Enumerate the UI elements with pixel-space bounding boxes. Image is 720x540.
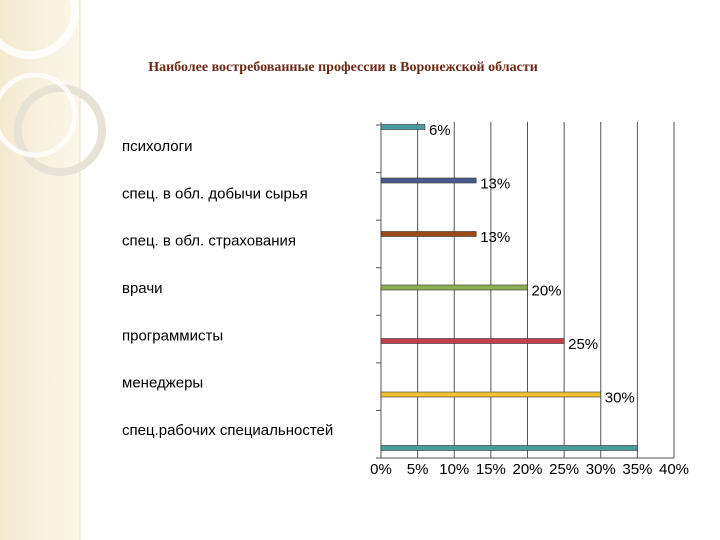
bar — [380, 124, 426, 130]
x-tick-label: 35% — [622, 461, 652, 478]
bar — [380, 338, 565, 344]
decor-circle — [0, 72, 78, 158]
category-label: врачи — [122, 280, 163, 297]
x-tick-label: 40% — [659, 461, 689, 478]
x-tick-label: 15% — [476, 461, 506, 478]
decor-circle — [14, 84, 106, 176]
bar — [380, 391, 602, 398]
x-tick-label: 30% — [586, 461, 616, 478]
bar — [380, 231, 477, 237]
data-label: 25% — [568, 336, 598, 353]
data-label: 30% — [605, 389, 635, 406]
decor-circle — [0, 0, 79, 59]
data-label: 6% — [429, 122, 451, 139]
chart-title: Наиболее востребованные профессии в Воро… — [148, 60, 538, 75]
category-label: спец. в обл. добычи сырья — [122, 185, 308, 202]
x-tick-label: 25% — [549, 461, 579, 478]
data-label: 20% — [532, 282, 562, 299]
x-tick-label: 5% — [407, 461, 429, 478]
data-label: 13% — [480, 175, 510, 192]
category-label: спец.рабочих специальностей — [122, 422, 333, 439]
bar — [380, 177, 477, 184]
category-label: спец. в обл. страхования — [122, 233, 296, 250]
category-label: менеджеры — [122, 375, 203, 392]
bar — [380, 445, 638, 451]
x-tick-label: 20% — [512, 461, 542, 478]
category-label: психологи — [122, 138, 192, 155]
x-tick-label: 0% — [370, 461, 392, 478]
data-label: 13% — [480, 229, 510, 246]
bar — [380, 284, 528, 291]
x-tick-label: 10% — [439, 461, 469, 478]
category-label: программисты — [122, 327, 223, 344]
